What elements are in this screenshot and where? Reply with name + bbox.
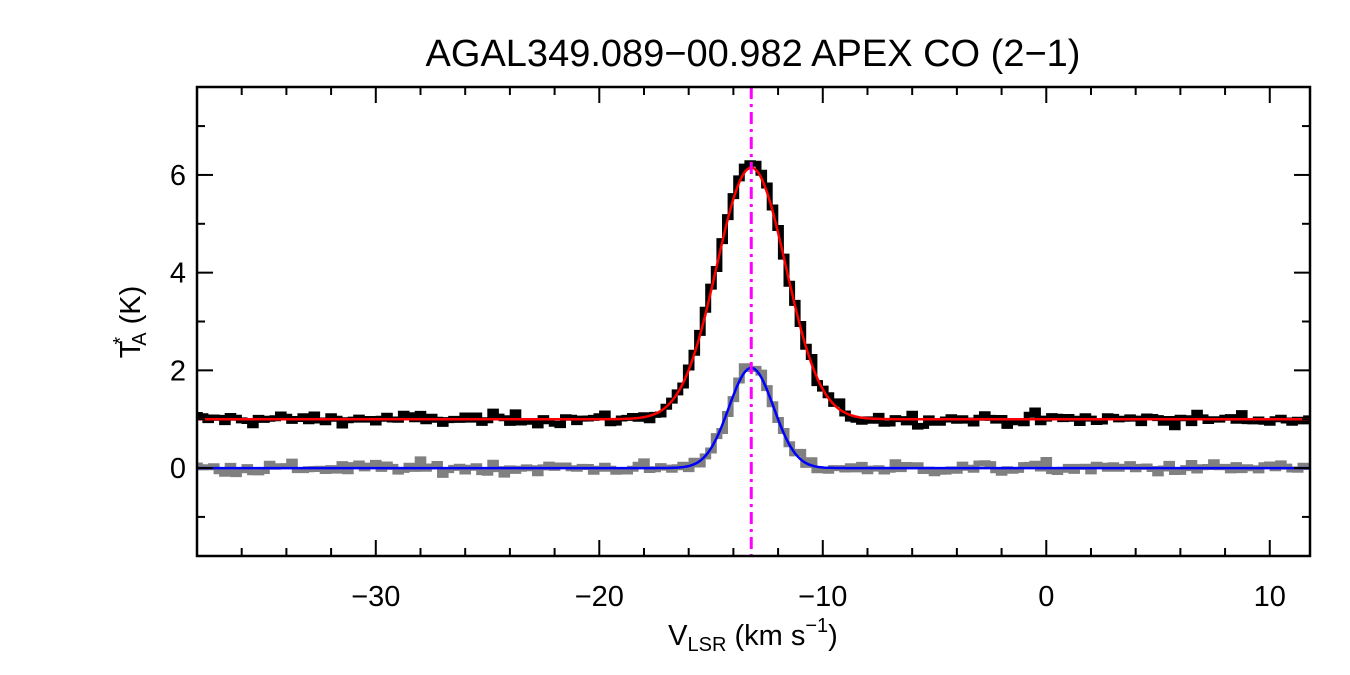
y-tick-label: 6 — [170, 160, 186, 192]
tick-layer — [196, 87, 1310, 556]
y-tick-label: 0 — [170, 453, 186, 485]
x-tick-label: −10 — [798, 581, 847, 613]
x-tick-labels: −30 −20 −10 0 10 — [351, 581, 1286, 613]
y-tick-label: 2 — [170, 355, 186, 387]
x-tick-label: −20 — [575, 581, 624, 613]
fit-series-3 — [197, 366, 1310, 470]
x-tick-label: 10 — [1254, 581, 1286, 613]
x-axis-label: VLSR (km s−1) — [668, 615, 838, 656]
x-tick-label: 0 — [1038, 581, 1054, 613]
y-axis-label: T*A (K) — [110, 286, 151, 359]
chart-title: AGAL349.089−00.982 APEX CO (2−1) — [426, 33, 1081, 75]
series-layer — [197, 160, 1310, 478]
x-tick-label: −30 — [351, 581, 400, 613]
plot-frame — [195, 85, 1312, 558]
y-tick-label: 4 — [170, 258, 186, 290]
y-tick-labels: 0 2 4 6 — [170, 160, 186, 485]
spectrum-series-0 — [197, 160, 1310, 431]
fit-series-1 — [197, 166, 1310, 421]
